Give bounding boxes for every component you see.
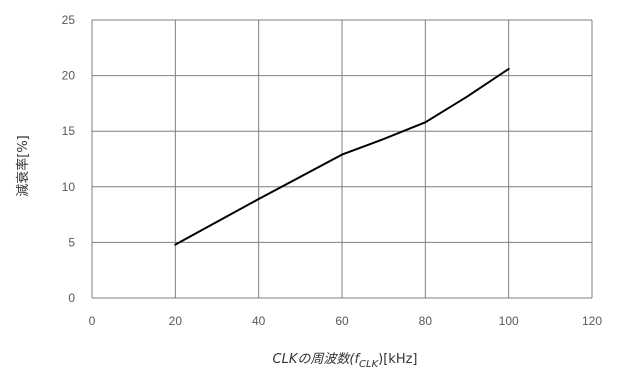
x-tick-label-80: 80 [419,314,433,328]
x-axis-title-symbol: f [354,352,361,367]
x-tick-label-40: 40 [252,314,266,328]
y-tick-label-25: 25 [62,13,76,27]
x-axis-title-main: CLKの周波数( [273,352,356,367]
series [174,67,510,246]
y-tick-label-15: 15 [62,124,76,138]
x-tick-label-60: 60 [335,314,349,328]
x-tick-label-20: 20 [169,314,183,328]
gridlines [91,19,593,299]
y-tick-label-5: 5 [68,235,75,249]
y-axis-title: 減衰率[%] [15,135,31,197]
x-tick-label-0: 0 [89,314,96,328]
x-tick-label-100: 100 [499,314,519,328]
y-tick-label-0: 0 [68,291,75,305]
series-line-0 [174,67,510,246]
x-axis-title: CLKの周波数(fCLK)[kHz] [273,352,418,370]
tick-labels: 0 20 40 60 80 100 120 0 5 10 15 20 25 [62,13,603,328]
x-axis-title-tail: )[kHz] [378,352,417,367]
x-axis-title-subscript: CLK [359,359,380,370]
y-tick-label-10: 10 [62,180,76,194]
x-tick-label-120: 120 [582,314,602,328]
y-tick-label-20: 20 [62,69,76,83]
